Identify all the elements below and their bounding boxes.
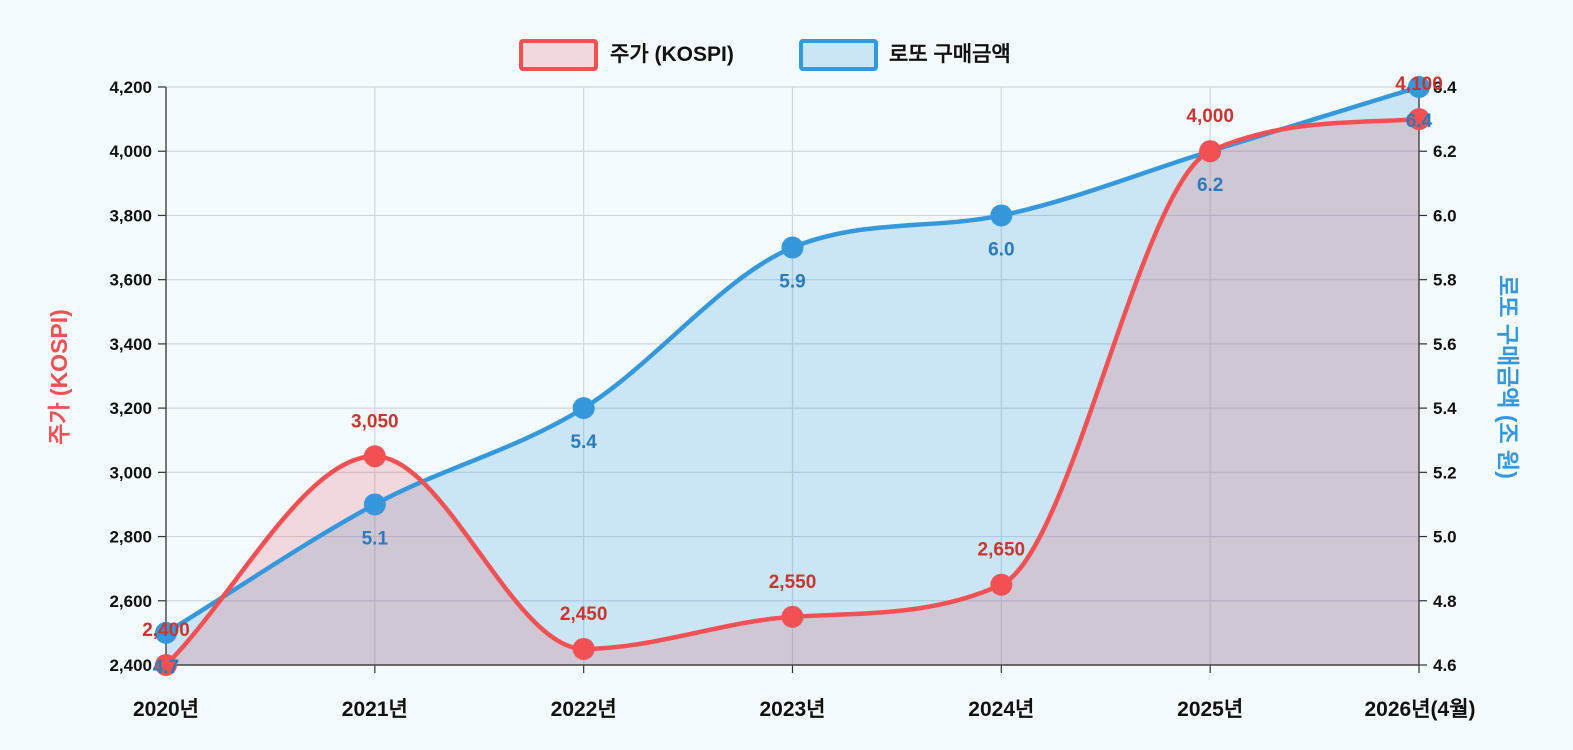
y-left-tick-label: 3,800 bbox=[109, 206, 152, 225]
data-label-kospi: 2,450 bbox=[560, 604, 608, 625]
x-tick-label: 2020년 bbox=[133, 698, 199, 721]
legend-item-kospi[interactable]: 주가 (KOSPI) bbox=[519, 39, 734, 71]
y-right-tick-label: 4.8 bbox=[1433, 592, 1457, 611]
y-right-tick-label: 6.2 bbox=[1433, 142, 1457, 161]
legend-swatch-kospi bbox=[519, 39, 598, 71]
y-axis-left-title: 주가 (KOSPI) bbox=[46, 309, 72, 445]
y-right-tick-label: 5.6 bbox=[1433, 335, 1457, 354]
y-left-tick-label: 3,000 bbox=[109, 463, 152, 482]
data-label-lotto: 5.9 bbox=[779, 272, 805, 293]
data-point-lotto[interactable] bbox=[781, 236, 804, 259]
y-left-tick-label: 3,600 bbox=[109, 271, 152, 290]
y-left-tick-label: 2,800 bbox=[109, 528, 152, 547]
y-left-tick-label: 3,400 bbox=[109, 335, 152, 354]
area-kospi bbox=[166, 119, 1419, 666]
data-label-kospi: 4,000 bbox=[1186, 106, 1234, 127]
data-label-lotto: 5.1 bbox=[362, 528, 389, 549]
data-point-kospi[interactable] bbox=[363, 445, 386, 468]
legend-item-lotto[interactable]: 로또 구매금액 bbox=[799, 39, 1011, 71]
data-point-kospi[interactable] bbox=[155, 654, 177, 676]
data-point-kospi[interactable] bbox=[990, 573, 1013, 596]
legend[interactable]: 주가 (KOSPI) 로또 구매금액 bbox=[519, 39, 1011, 71]
data-point-lotto[interactable] bbox=[990, 204, 1013, 227]
y-right-tick-label: 4.6 bbox=[1433, 656, 1457, 675]
x-tick-label: 2022년 bbox=[551, 698, 617, 721]
area-lotto bbox=[166, 87, 1419, 665]
axis-layer: 2,400 4.6 2,600 4.8 2,800 5.0 3,000 5.2 3,200 5.4… bbox=[109, 78, 1475, 721]
y-right-tick-label: 5.4 bbox=[1433, 399, 1457, 418]
legend-label-lotto: 로또 구매금액 bbox=[889, 43, 1011, 66]
data-point-lotto[interactable] bbox=[363, 493, 386, 516]
data-label-kospi: 2,400 bbox=[142, 620, 190, 641]
y-right-tick-label: 6.0 bbox=[1433, 206, 1457, 225]
point-layer bbox=[155, 76, 1430, 676]
y-left-tick-label: 4,000 bbox=[109, 142, 152, 161]
data-point-kospi[interactable] bbox=[781, 605, 804, 628]
y-right-tick-label: 6.4 bbox=[1433, 78, 1457, 97]
x-tick-label: 2023년 bbox=[759, 698, 825, 721]
data-label-lotto: 6.4 bbox=[1406, 111, 1433, 132]
data-label-lotto: 6.0 bbox=[988, 239, 1014, 260]
data-label-kospi: 3,050 bbox=[351, 411, 399, 432]
y-right-tick-label: 5.2 bbox=[1433, 463, 1457, 482]
x-tick-label: 2021년 bbox=[342, 698, 408, 721]
x-tick-label: 2026년(4월) bbox=[1364, 698, 1475, 721]
y-right-tick-label: 5.8 bbox=[1433, 271, 1457, 290]
x-tick-label: 2025년 bbox=[1177, 698, 1243, 721]
data-point-lotto[interactable] bbox=[1408, 76, 1430, 98]
y-left-tick-label: 2,600 bbox=[109, 592, 152, 611]
label-layer: 4.7 5.1 5.4 5.9 6.0 6.2 6.4 2,400 3,050 2,450 2,55… bbox=[142, 74, 1443, 678]
data-point-kospi[interactable] bbox=[1408, 108, 1430, 131]
data-point-kospi[interactable] bbox=[1199, 140, 1222, 163]
area-layer bbox=[166, 87, 1419, 666]
x-tick-label: 2024년 bbox=[968, 698, 1034, 721]
data-label-lotto: 4.7 bbox=[153, 657, 179, 678]
data-point-lotto[interactable] bbox=[155, 621, 177, 644]
y-axis-right-title: 로또 구매금액 (조 원) bbox=[1495, 275, 1521, 479]
data-label-lotto: 5.4 bbox=[570, 432, 597, 453]
y-left-tick-label: 3,200 bbox=[109, 399, 152, 418]
y-right-tick-label: 5.0 bbox=[1433, 528, 1457, 547]
data-label-kospi: 2,550 bbox=[769, 572, 817, 593]
legend-label-kospi: 주가 (KOSPI) bbox=[610, 43, 734, 66]
data-label-kospi: 4,100 bbox=[1395, 74, 1443, 95]
y-left-tick-label: 2,400 bbox=[109, 656, 152, 675]
data-label-kospi: 2,650 bbox=[978, 540, 1026, 561]
legend-swatch-lotto bbox=[799, 39, 878, 71]
data-point-lotto[interactable] bbox=[572, 397, 595, 420]
y-left-tick-label: 4,200 bbox=[109, 78, 152, 97]
data-label-lotto: 6.2 bbox=[1197, 175, 1223, 196]
data-point-kospi[interactable] bbox=[572, 637, 595, 660]
